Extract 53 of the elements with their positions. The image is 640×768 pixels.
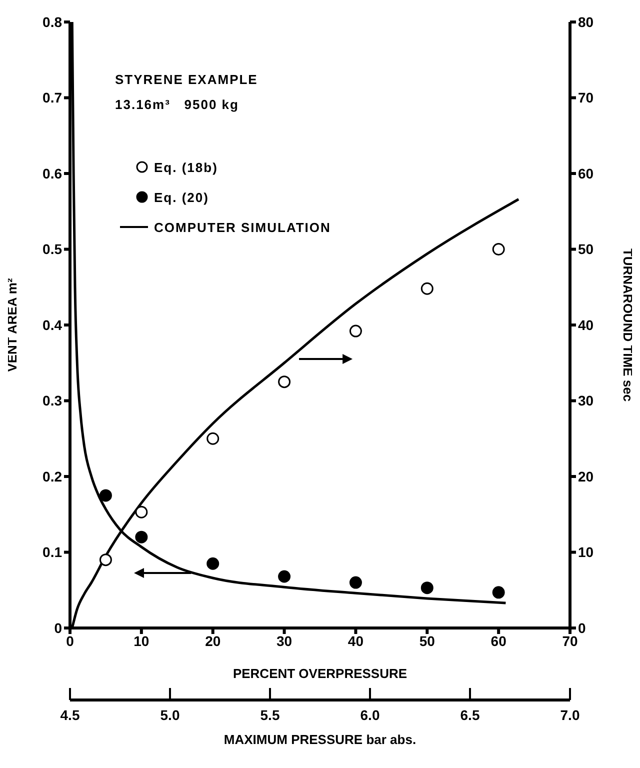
y2-tick-label: 40 — [578, 316, 594, 333]
x2-tick-label: 5.5 — [260, 707, 280, 723]
point — [420, 582, 434, 594]
point — [349, 576, 362, 589]
y-tick-label: 0.2 — [42, 468, 62, 484]
x2-tick-label: 5.0 — [160, 707, 180, 723]
y-tick-label: 0.1 — [42, 544, 62, 560]
x-tick-label: 70 — [562, 632, 578, 649]
x-tick-label: 50 — [419, 632, 436, 649]
point — [99, 489, 112, 502]
y2-tick-label: 80 — [578, 14, 594, 30]
y-tick-label: 0 — [54, 620, 62, 636]
annotation: STYRENE EXAMPLE — [115, 72, 258, 87]
x2-tick-label: 6.0 — [360, 707, 380, 723]
x-tick-label: 0 — [66, 632, 74, 649]
point — [492, 586, 505, 599]
point — [420, 282, 434, 295]
y-tick-label: 0.6 — [42, 165, 62, 182]
legend-label: Eq. (18b) — [154, 160, 218, 174]
point — [278, 376, 291, 388]
legend-label: Eq. (20) — [154, 190, 209, 204]
x-tick-label: 10 — [134, 632, 150, 649]
point — [135, 506, 148, 518]
point — [349, 324, 362, 338]
y-tick-label: 0.5 — [42, 241, 62, 258]
y2-tick-label: 30 — [578, 392, 594, 409]
y2-tick-label: 60 — [578, 165, 594, 182]
y-tick-label: 0.4 — [42, 316, 62, 333]
point — [206, 432, 220, 445]
x-axis-title: PERCENT OVERPRESSURE — [232, 666, 408, 681]
y2-tick-label: 0 — [578, 620, 586, 636]
x-tick-label: 40 — [348, 632, 364, 649]
x-tick-label: 60 — [490, 632, 507, 649]
y2-tick-label: 70 — [578, 90, 594, 106]
y2-tick-label: 10 — [578, 544, 594, 560]
point — [206, 557, 220, 570]
legend-label: COMPUTER SIMULATION — [154, 220, 331, 234]
point — [492, 243, 505, 256]
x-tick-label: 20 — [205, 632, 221, 649]
x2-tick-label: 7.0 — [560, 707, 580, 723]
point — [135, 530, 148, 544]
y2-tick-label: 20 — [578, 468, 594, 484]
x2-axis-title: MAXIMUM PRESSURE bar abs. — [224, 732, 416, 747]
y-tick-label: 0.8 — [42, 14, 62, 30]
y2-tick-label: 50 — [578, 241, 594, 258]
point — [278, 570, 291, 583]
x2-tick-label: 4.5 — [60, 707, 80, 723]
y-tick-label: 0.7 — [42, 90, 62, 106]
x-tick-label: 30 — [276, 632, 292, 649]
x2-tick-label: 6.5 — [460, 707, 480, 723]
point — [99, 554, 112, 566]
annotation: 13.16m³ 9500 kg — [115, 97, 240, 112]
y-tick-label: 0.3 — [42, 392, 62, 409]
